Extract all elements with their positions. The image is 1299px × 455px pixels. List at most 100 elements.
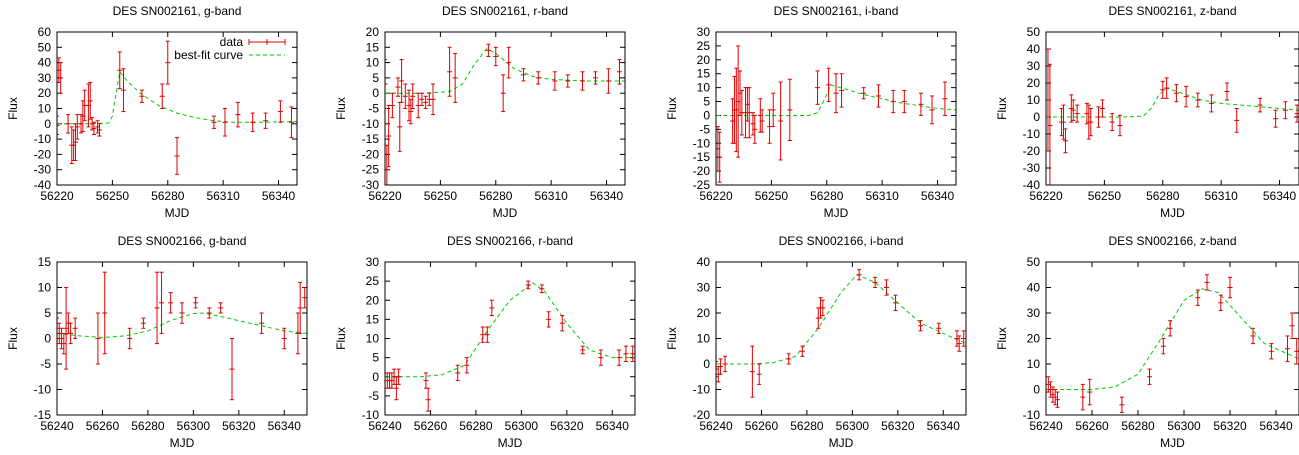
data-point xyxy=(74,114,80,140)
data-point xyxy=(1167,320,1173,337)
data-point xyxy=(281,327,287,350)
data-point xyxy=(174,137,180,175)
data-point xyxy=(1250,327,1256,345)
y-tick-label: 15 xyxy=(697,67,711,81)
x-tick-label: 56340 xyxy=(596,419,630,433)
chart-panel-6: DES SN002166, r-band 56240 56260 56280 56300… xyxy=(334,234,636,450)
x-tick-label: 56280 xyxy=(810,189,844,203)
data-point xyxy=(500,74,506,113)
data-point xyxy=(1080,383,1086,411)
chart-panel-8: DES SN002166, z-band 56240 56260 56280 56300… xyxy=(995,234,1299,450)
data-point xyxy=(120,68,126,113)
x-axis-label: MJD xyxy=(170,436,195,450)
data-point xyxy=(716,360,719,378)
data-point xyxy=(820,299,826,317)
x-tick-label: 56260 xyxy=(1075,419,1109,433)
plot-area xyxy=(57,40,297,175)
y-tick-label: 25 xyxy=(697,39,711,53)
data-point xyxy=(389,372,395,389)
y-tick-label: -40 xyxy=(34,178,52,192)
data-point xyxy=(752,114,758,144)
x-tick-label: 56240 xyxy=(699,419,733,433)
data-point xyxy=(489,299,495,317)
y-tick-label: 10 xyxy=(1027,93,1041,107)
x-tick-label: 56340 xyxy=(262,189,296,203)
x-tick-label: 56320 xyxy=(550,419,584,433)
data-point xyxy=(1285,335,1290,362)
chart-title: DES SN002166, z-band xyxy=(1108,234,1236,248)
best-fit-curve xyxy=(1046,288,1299,390)
x-tick-label: 56300 xyxy=(505,419,539,433)
data-point xyxy=(1109,113,1115,132)
data-point xyxy=(1224,82,1230,101)
x-tick-label: 56310 xyxy=(534,189,568,203)
data-point xyxy=(1052,389,1058,406)
data-point xyxy=(447,46,453,97)
y-tick-label: 20 xyxy=(697,306,711,320)
x-tick-label: 56320 xyxy=(1213,419,1247,433)
data-point xyxy=(756,363,762,385)
data-point xyxy=(1204,274,1210,291)
chart-panel-7: DES SN002166, i-band 56240 56260 56280 56300… xyxy=(665,234,967,450)
data-point xyxy=(956,335,962,352)
data-point xyxy=(535,71,541,85)
y-tick-label: 0 xyxy=(703,108,710,122)
y-tick-label: -30 xyxy=(362,178,380,192)
chart-title: DES SN002166, i-band xyxy=(779,234,904,248)
x-tick-label: 56300 xyxy=(177,419,211,433)
y-axis-label: Flux xyxy=(995,327,1009,350)
data-point xyxy=(389,92,395,119)
plot-area xyxy=(716,269,966,398)
y-tick-label: -20 xyxy=(362,147,380,161)
x-tick-label: 56250 xyxy=(1088,189,1122,203)
data-point xyxy=(288,106,294,139)
data-point xyxy=(250,112,256,132)
x-tick-label: 56260 xyxy=(86,419,120,433)
best-fit-curve xyxy=(385,282,635,378)
legend-label: best-fit curve xyxy=(174,48,243,62)
data-point xyxy=(222,108,228,137)
data-point xyxy=(605,68,611,94)
y-tick-label: 20 xyxy=(697,53,711,67)
data-point xyxy=(211,115,217,129)
y-tick-label: -30 xyxy=(1023,161,1041,175)
y-tick-label: 0 xyxy=(1033,383,1040,397)
data-point xyxy=(546,311,552,328)
x-tick-label: 56340 xyxy=(1263,189,1297,203)
y-tick-label: 15 xyxy=(366,40,380,54)
data-point xyxy=(1061,104,1067,140)
data-point xyxy=(786,353,792,365)
data-point xyxy=(485,43,491,57)
data-point xyxy=(1074,104,1080,123)
plot-area xyxy=(385,43,625,185)
data-point xyxy=(82,89,88,122)
data-point xyxy=(430,83,436,116)
data-point xyxy=(1055,391,1060,408)
y-tick-label: 0 xyxy=(703,357,710,371)
data-point xyxy=(839,73,845,108)
x-tick-label: 56220 xyxy=(368,189,402,203)
data-point xyxy=(520,68,526,82)
data-point xyxy=(91,121,97,136)
data-point xyxy=(117,51,123,90)
data-point xyxy=(1160,338,1166,355)
best-fit-curve xyxy=(1046,87,1299,118)
plot-area xyxy=(716,45,956,183)
y-axis-label: Flux xyxy=(995,97,1009,120)
best-fit-curve xyxy=(385,48,625,94)
data-point xyxy=(826,67,832,103)
data-point xyxy=(1070,99,1076,121)
x-axis-label: MJD xyxy=(1160,436,1185,450)
y-tick-label: 5 xyxy=(703,95,710,109)
plot-frame xyxy=(1045,261,1299,416)
data-point xyxy=(718,358,724,375)
x-tick-label: 56250 xyxy=(96,189,130,203)
y-tick-label: 0 xyxy=(44,117,51,131)
data-point xyxy=(890,89,896,114)
data-point xyxy=(159,83,165,109)
data-point xyxy=(787,78,793,141)
y-tick-label: 10 xyxy=(366,332,380,346)
data-point xyxy=(778,81,784,161)
y-tick-label: 40 xyxy=(1027,42,1041,56)
y-tick-label: 20 xyxy=(366,293,380,307)
